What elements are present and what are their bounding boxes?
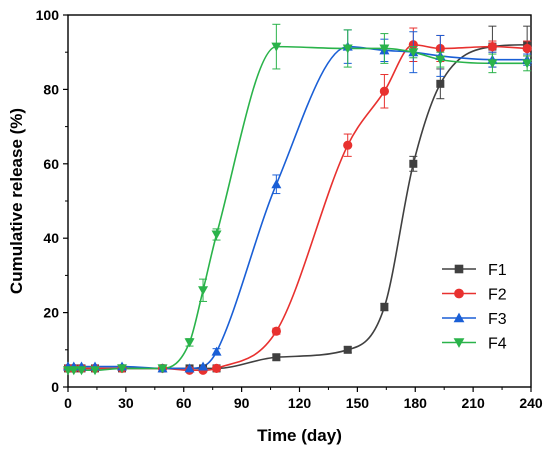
data-point-f2 [343, 140, 353, 150]
data-point-f4 [408, 48, 419, 58]
data-point-f4 [435, 55, 446, 65]
data-point-f4 [271, 42, 282, 52]
plot-area-frame [67, 14, 532, 388]
x-tick-label: 180 [404, 395, 428, 411]
x-tick-label: 90 [234, 395, 250, 411]
data-point-f4 [211, 230, 222, 240]
data-point-f4 [342, 44, 353, 54]
x-tick-label: 210 [461, 395, 485, 411]
data-point-f4 [76, 366, 87, 376]
data-point-f1 [272, 353, 281, 362]
data-point-f4 [379, 44, 390, 54]
data-point-f2 [487, 42, 498, 52]
data-point-f2 [522, 43, 532, 54]
data-point-f4 [68, 366, 79, 376]
data-point-f3 [211, 346, 222, 356]
data-point-f4 [522, 59, 533, 69]
legend-label-f1: F1 [488, 262, 507, 279]
data-point-f2 [211, 363, 222, 373]
y-tick-label: 60 [43, 156, 59, 172]
x-tick-label: 150 [346, 395, 370, 411]
legend-marker-f2 [454, 288, 464, 299]
data-point-f4 [157, 364, 168, 374]
x-tick-label: 30 [118, 395, 134, 411]
y-tick-label: 100 [36, 7, 60, 23]
legend-label-f3: F3 [488, 311, 507, 328]
x-tick-label: 60 [176, 395, 192, 411]
y-tick-label: 40 [43, 230, 59, 246]
series-points-f4 [63, 23, 533, 376]
data-point-f3 [271, 179, 282, 189]
legend-marker-f1 [454, 264, 464, 274]
data-point-f4 [487, 59, 498, 69]
data-point-f1 [343, 345, 352, 354]
data-point-f1 [380, 303, 389, 312]
data-point-f4 [184, 338, 195, 348]
x-tick-label: 120 [288, 395, 312, 411]
legend-marker-f4 [453, 338, 465, 348]
data-point-f3 [184, 363, 195, 373]
data-point-f1 [436, 79, 445, 88]
y-tick-label: 20 [43, 305, 59, 321]
legend-label-f2: F2 [488, 287, 507, 304]
y-tick-label: 80 [43, 81, 59, 97]
y-tick-label: 0 [51, 379, 59, 395]
data-point-f3 [198, 361, 209, 371]
y-axis-title: Cumulative release (%) [7, 108, 26, 294]
series-points-f2 [63, 27, 532, 375]
data-point-f2 [379, 86, 389, 96]
x-tick-label: 0 [64, 395, 72, 411]
legend-label-f4: F4 [488, 336, 507, 353]
data-point-f4 [117, 364, 128, 374]
data-point-f1 [409, 159, 418, 168]
data-point-f4 [90, 366, 101, 376]
legend-marker-f3 [453, 312, 465, 323]
legend: F1 F2 F3 F4 [442, 262, 507, 353]
data-point-f4 [198, 286, 209, 296]
x-tick-label: 240 [519, 395, 543, 411]
x-axis-title: Time (day) [257, 426, 342, 445]
data-point-f2 [271, 326, 281, 336]
